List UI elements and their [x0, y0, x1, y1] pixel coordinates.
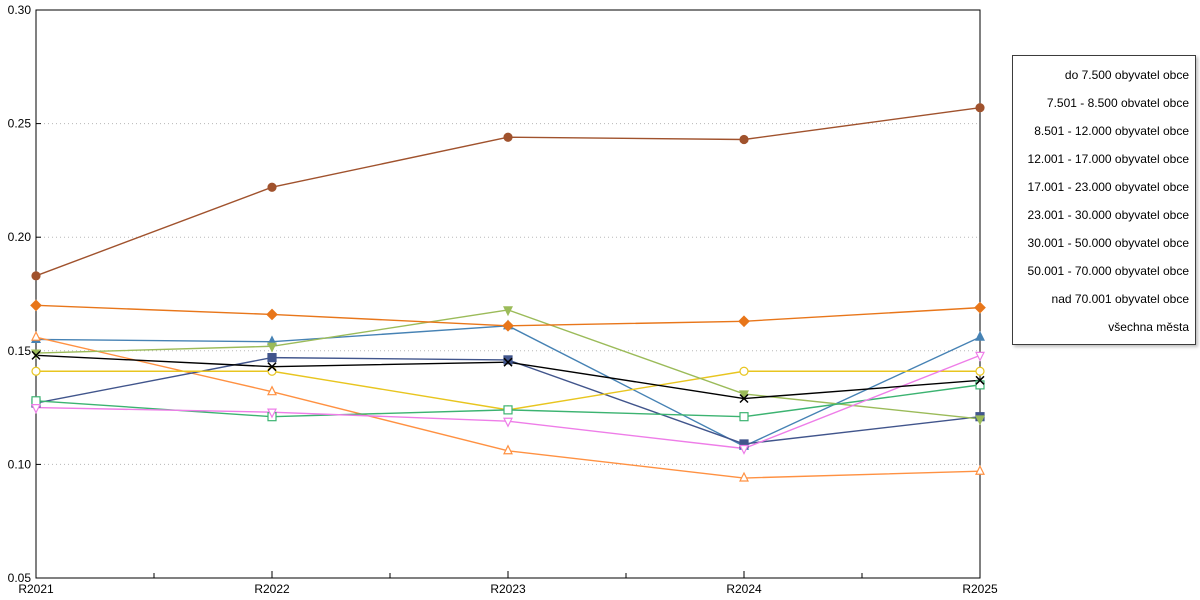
series-marker	[31, 366, 41, 376]
series-marker	[739, 390, 749, 401]
legend-item: 30.001 - 50.000 obyvatel obce	[1027, 236, 1189, 250]
series-marker	[266, 308, 278, 321]
series-marker	[503, 444, 513, 455]
series-marker	[975, 330, 985, 341]
y-tick-label: 0.20	[8, 230, 32, 244]
series-marker	[975, 351, 985, 362]
legend-item: 50.001 - 70.000 obyvatel obce	[1027, 264, 1189, 278]
series-marker	[739, 412, 749, 422]
legend-item: 23.001 - 30.000 obyvatel obce	[1027, 208, 1189, 222]
series-marker	[31, 349, 41, 360]
y-tick-label: 0.05	[8, 571, 32, 585]
y-tick-label: 0.10	[8, 457, 32, 471]
series-marker	[738, 315, 750, 328]
x-tick-label: R2025	[962, 582, 998, 596]
series-marker	[30, 299, 42, 312]
x-tick-label: R2022	[254, 582, 290, 596]
y-tick-label: 0.25	[8, 117, 32, 131]
legend-item: nad 70.001 obyvatel obce	[1051, 292, 1189, 306]
series-marker	[739, 444, 749, 455]
legend-item: 17.001 - 23.000 obyvatel obce	[1027, 180, 1189, 194]
series-marker	[503, 357, 513, 367]
plot-frame	[35, 9, 981, 579]
series-marker	[975, 375, 985, 385]
series-marker	[503, 405, 513, 415]
series-marker	[739, 393, 749, 404]
series-marker	[267, 408, 277, 419]
chart-legend: do 7.500 obyvatel obce 7.501 - 8.500 obva…	[1012, 55, 1196, 345]
series-marker	[739, 366, 749, 376]
series-marker	[503, 132, 513, 142]
legend-item: 8.501 - 12.000 obyvatel obce	[1034, 124, 1189, 138]
series-marker	[267, 362, 277, 372]
legend-item: 7.501 - 8.500 obvatel obce	[1046, 96, 1189, 110]
series-marker	[31, 271, 41, 281]
series-marker	[503, 417, 513, 428]
legend-item: 12.001 - 17.000 obyvatel obce	[1027, 152, 1189, 166]
series-marker	[503, 355, 513, 365]
series-marker	[267, 385, 277, 396]
x-tick-label: R2021	[18, 582, 54, 596]
series-marker	[975, 464, 985, 475]
series-marker	[503, 306, 513, 317]
series-marker	[31, 330, 41, 341]
legend-item: všechna města	[1108, 320, 1189, 334]
series-marker	[267, 353, 277, 363]
series-marker	[502, 319, 514, 332]
y-tick-label: 0.30	[8, 3, 32, 17]
legend-item: do 7.500 obyvatel obce	[1064, 68, 1189, 82]
series-marker	[31, 404, 41, 414]
series-marker	[267, 182, 277, 192]
y-tick-label: 0.15	[8, 344, 32, 358]
series-marker	[31, 396, 41, 406]
series-marker	[739, 134, 749, 145]
series-marker	[31, 350, 41, 360]
series-marker	[975, 415, 985, 426]
series-line	[35, 325, 981, 447]
x-tick-label: R2024	[726, 582, 762, 596]
series-marker	[974, 301, 986, 314]
series-marker	[975, 103, 985, 113]
series-marker	[975, 366, 985, 376]
x-tick-label: R2023	[490, 582, 526, 596]
series-marker	[739, 471, 749, 482]
series-marker	[267, 342, 277, 353]
